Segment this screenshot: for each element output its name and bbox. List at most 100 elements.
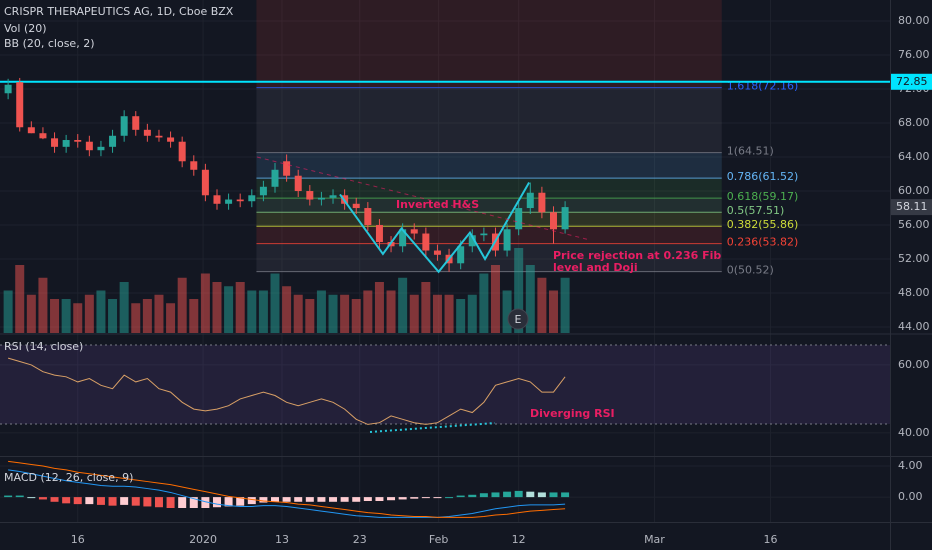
x-tick-label: Mar xyxy=(644,533,665,546)
volume-bar xyxy=(212,282,222,333)
fib-label: 1(64.51) xyxy=(727,145,774,158)
x-tick-label: 13 xyxy=(275,533,289,546)
candle-body xyxy=(468,235,476,247)
volume-bar xyxy=(270,273,280,333)
candle-body xyxy=(190,161,198,170)
volume-bar xyxy=(189,299,199,333)
candle-body xyxy=(4,84,12,94)
macd-histogram-bar xyxy=(166,497,175,509)
y-tick-label: 52.00 xyxy=(898,252,930,265)
volume-bar xyxy=(537,277,547,333)
macd-histogram-bar xyxy=(491,492,500,498)
candle-body xyxy=(352,203,360,209)
signal-line xyxy=(8,460,566,518)
macd-histogram-bar xyxy=(4,495,13,498)
candle-body xyxy=(236,199,244,202)
candle-body xyxy=(329,195,337,198)
candle-body xyxy=(317,197,325,200)
volume-bar xyxy=(61,299,71,333)
y-tick-label: 68.00 xyxy=(898,116,930,129)
fib-label: 0(50.52) xyxy=(727,264,774,277)
candle-body xyxy=(283,161,291,176)
candle-body xyxy=(399,229,407,247)
volume-bar xyxy=(340,294,350,333)
fib-zone xyxy=(256,243,722,272)
macd-histogram-bar xyxy=(108,497,117,506)
macd-histogram-bar xyxy=(50,497,59,502)
trend-line xyxy=(256,156,591,241)
macd-histogram-bar xyxy=(154,497,163,508)
y-tick-label: 48.00 xyxy=(898,286,930,299)
macd-histogram-bar xyxy=(247,497,256,505)
macd-histogram-bar xyxy=(15,495,24,498)
candle-body xyxy=(248,195,256,202)
macd-histogram-bar xyxy=(537,492,546,498)
candle-body xyxy=(294,175,302,192)
macd-histogram-bar xyxy=(398,497,407,500)
candle-body xyxy=(526,192,534,209)
macd-histogram-bar xyxy=(120,497,129,505)
macd-histogram-bar xyxy=(375,497,384,502)
candle-body xyxy=(422,233,430,251)
fib-zone xyxy=(256,178,722,199)
candle-body xyxy=(155,135,163,138)
candle-body xyxy=(538,192,546,213)
macd-histogram-bar xyxy=(259,497,268,503)
macd-histogram-bar xyxy=(329,497,338,502)
macd-histogram-bar xyxy=(294,497,303,502)
candle-body xyxy=(120,116,128,136)
fib-label: 1.618(72.16) xyxy=(727,80,799,93)
macd-histogram-bar xyxy=(224,497,233,507)
annotation: Diverging RSI xyxy=(530,407,615,420)
fib-label: 0.382(55.86) xyxy=(727,218,799,231)
volume-bar xyxy=(50,299,60,333)
earnings-marker[interactable] xyxy=(507,308,529,330)
candle-body xyxy=(85,141,93,151)
macd-histogram-bar xyxy=(201,497,210,509)
macd-histogram-bar xyxy=(27,497,36,499)
last-price-badge xyxy=(891,199,932,216)
volume-bar xyxy=(200,273,210,333)
macd-histogram-bar xyxy=(352,497,361,502)
earnings-label: E xyxy=(515,313,522,326)
volume-bar xyxy=(398,277,408,333)
volume-bar xyxy=(38,277,48,333)
macd-histogram-bar xyxy=(526,491,535,498)
volume-bar xyxy=(467,294,477,333)
fib-label: 0.236(53.82) xyxy=(727,236,799,249)
volume-bar xyxy=(386,290,396,333)
volume-bar xyxy=(514,248,524,333)
macd-histogram-bar xyxy=(421,497,430,499)
macd-histogram-bar xyxy=(85,497,94,505)
chart-title: CRISPR THERAPEUTICS AG, 1D, Cboe BZX xyxy=(4,5,234,18)
candle-body xyxy=(225,199,233,204)
macd-histogram-bar xyxy=(456,495,465,498)
macd-title: MACD (12, 26, close, 9) xyxy=(4,471,133,484)
macd-histogram-bar xyxy=(514,490,523,498)
y-tick-label: 76.00 xyxy=(898,48,930,61)
candle-body xyxy=(132,116,140,130)
volume-bar xyxy=(560,277,570,333)
candle-body xyxy=(109,135,117,147)
candle-body xyxy=(364,208,372,226)
volume-bar xyxy=(96,290,106,333)
macd-histogram-bar xyxy=(73,497,82,505)
volume-bar xyxy=(119,282,129,333)
volume-bar xyxy=(328,294,338,333)
candle-body xyxy=(178,141,186,162)
x-tick-label: 23 xyxy=(353,533,367,546)
volume-bar xyxy=(15,265,25,333)
volume-bar xyxy=(316,290,326,333)
candle-body xyxy=(62,140,70,147)
candle-body xyxy=(561,207,569,230)
candle-body xyxy=(480,233,488,236)
fib-zone xyxy=(256,152,722,179)
volume-bar xyxy=(305,299,315,333)
grid xyxy=(0,0,890,522)
candle-body xyxy=(549,212,557,230)
volume-bar xyxy=(432,294,442,333)
y-tick-label: 60.00 xyxy=(898,184,930,197)
volume-bar xyxy=(26,294,36,333)
macd-histogram-bar xyxy=(468,494,477,498)
